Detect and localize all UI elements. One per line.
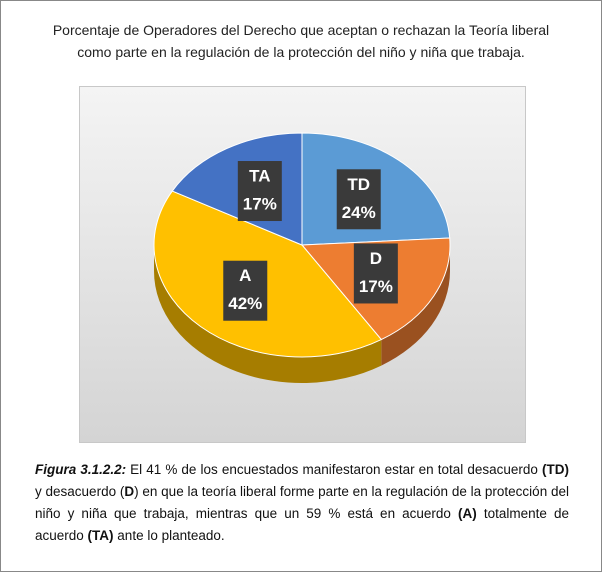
caption-segment: Figura 3.1.2.2: <box>35 462 127 477</box>
caption-segment: y desacuerdo ( <box>35 484 125 499</box>
caption-segment: (TD) <box>541 462 569 477</box>
pie-side <box>154 245 382 384</box>
data-label: 17% <box>243 194 277 213</box>
chart-title: Porcentaje de Operadores del Derecho que… <box>52 22 550 60</box>
data-label-box <box>223 260 268 321</box>
data-label: 17% <box>359 277 393 296</box>
data-label-box <box>336 169 381 230</box>
data-label-box <box>237 161 282 222</box>
category-label: A <box>239 266 251 285</box>
caption-segment: El 41 % de los encuestados manifestaron … <box>126 462 542 477</box>
chart: TD 24% D 17% A 42% TA 17% <box>153 132 451 384</box>
category-label: D <box>370 249 382 268</box>
caption-segment: (A) <box>458 506 477 521</box>
data-label: 42% <box>228 294 262 313</box>
caption-segment: ante lo planteado. <box>113 528 225 543</box>
caption-segment: totalmente de acuerdo <box>35 506 569 543</box>
caption-segment: ) en que la teoría liberal forme parte e… <box>35 484 569 521</box>
caption-segment: (TA) <box>87 528 114 543</box>
chart-area: TD 24% D 17% A 42% TA 17% <box>79 86 526 443</box>
caption-segment: D <box>124 484 135 499</box>
category-label: TA <box>249 166 270 185</box>
pie-side <box>381 245 450 366</box>
data-label-box <box>353 243 398 304</box>
category-label: TD <box>347 175 370 194</box>
caption: Figura 3.1.2.2: El 41 % de los encuestad… <box>35 459 569 547</box>
data-label: 24% <box>342 203 376 222</box>
pie-slice <box>153 190 383 358</box>
